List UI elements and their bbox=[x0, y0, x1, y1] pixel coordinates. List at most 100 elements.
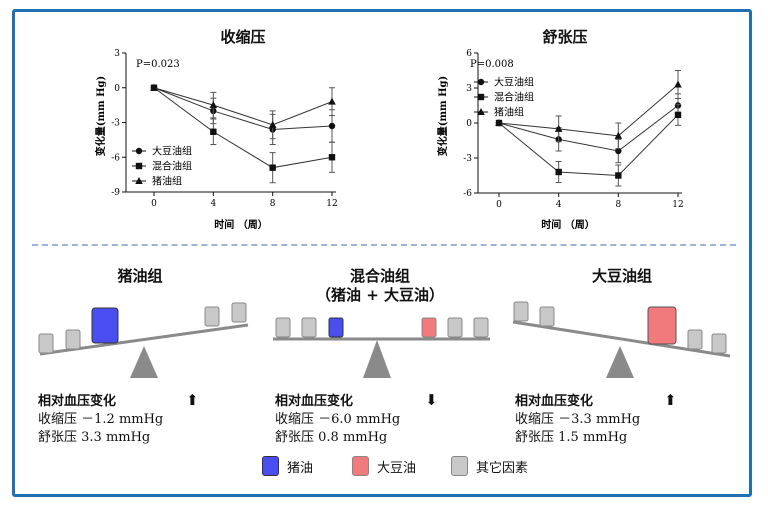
data-point-triangle bbox=[328, 97, 336, 105]
series-line bbox=[498, 114, 679, 177]
soy-oil-block bbox=[647, 306, 677, 345]
y-tick-label: -3 bbox=[463, 154, 472, 164]
systolic-change: 收缩压 －3.3 mmHg bbox=[515, 412, 641, 427]
data-point-square bbox=[135, 162, 143, 170]
lard-block bbox=[91, 307, 119, 344]
y-tick-label: -6 bbox=[463, 189, 472, 199]
series-line bbox=[153, 87, 333, 126]
soy-swatch bbox=[352, 456, 369, 476]
mixed-info: 相对血压变化 收缩压 －6.0 mmHg 舒张压 0.8 mmHg bbox=[275, 393, 400, 447]
systolic-chart-title: 收缩压 bbox=[220, 28, 266, 46]
systolic-x-axis-label: 时间 （周） bbox=[214, 218, 267, 231]
x-tick-label: 0 bbox=[151, 199, 157, 209]
data-point-square bbox=[674, 111, 682, 119]
info-heading: 相对血压变化 bbox=[515, 394, 594, 409]
legend-other-label: 其它因素 bbox=[476, 460, 529, 476]
systolic-y-axis-label: 变化量(mm Hg) bbox=[94, 76, 107, 157]
other-factor-block bbox=[711, 333, 727, 354]
legend-other: 其它因素 bbox=[451, 456, 528, 476]
other-factor-block bbox=[231, 302, 247, 323]
data-point-triangle bbox=[150, 83, 158, 91]
lard-block bbox=[328, 317, 344, 338]
x-tick-label: 12 bbox=[326, 199, 337, 209]
legend-label: 混合油组 bbox=[494, 91, 534, 104]
mixed-group-title: 混合油组 bbox=[349, 267, 410, 285]
legend-lard: 猪油 bbox=[262, 456, 313, 476]
legend-label: 猪油组 bbox=[152, 175, 182, 188]
section-divider bbox=[32, 244, 736, 246]
systolic-chart: 30-3-6-90 4 8 12 P=0.023 变化量(mm Hg) 时间 （周） … bbox=[94, 49, 338, 231]
data-point-circle bbox=[477, 78, 485, 86]
series-line bbox=[153, 87, 333, 130]
up-arrow-icon: ⬆ bbox=[186, 391, 199, 409]
figure-frame bbox=[12, 9, 752, 497]
other-factor-block bbox=[301, 317, 317, 338]
legend-label: 混合油组 bbox=[152, 160, 192, 173]
y-tick-label: 6 bbox=[466, 49, 472, 59]
seesaw-lard bbox=[38, 302, 249, 378]
x-tick-label: 0 bbox=[496, 200, 502, 210]
seesaw-mixed bbox=[273, 317, 490, 378]
lard-group-title: 猪油组 bbox=[117, 267, 163, 285]
lard-swatch bbox=[262, 456, 279, 476]
other-factor-block bbox=[513, 301, 529, 322]
diastolic-chart-title: 舒张压 bbox=[542, 28, 588, 46]
other-factor-block bbox=[275, 317, 291, 338]
legend-label: 大豆油组 bbox=[152, 145, 192, 158]
up-arrow-icon: ⬆ bbox=[664, 391, 677, 409]
beam bbox=[512, 320, 731, 358]
data-point-triangle bbox=[477, 108, 485, 115]
diastolic-y-axis-label: 变化量(mm Hg) bbox=[436, 76, 449, 157]
data-point-square bbox=[269, 164, 276, 171]
data-point-circle bbox=[615, 147, 622, 155]
lard-info: 相对血压变化 收缩压 －1.2 mmHg 舒张压 3.3 mmHg bbox=[38, 393, 163, 447]
data-point-triangle bbox=[554, 124, 563, 132]
fulcrum bbox=[606, 346, 634, 378]
data-point-triangle bbox=[674, 80, 682, 88]
other-factor-block bbox=[204, 306, 220, 327]
fulcrum bbox=[130, 346, 158, 378]
x-tick-label: 8 bbox=[615, 200, 621, 210]
soy-info: 相对血压变化 收缩压 －3.3 mmHg 舒张压 1.5 mmHg bbox=[515, 393, 640, 447]
other-factor-block bbox=[447, 317, 463, 338]
diastolic-x-axis-label: 时间 （周） bbox=[541, 218, 594, 231]
info-heading: 相对血压变化 bbox=[38, 394, 117, 409]
data-point-triangle bbox=[495, 119, 503, 126]
series-line bbox=[153, 87, 333, 169]
legend-soy: 大豆油 bbox=[352, 456, 416, 476]
info-heading: 相对血压变化 bbox=[275, 394, 354, 409]
y-tick-label: 0 bbox=[466, 119, 472, 129]
x-tick-label: 12 bbox=[672, 200, 683, 210]
down-arrow-icon: ⬇ bbox=[425, 391, 438, 409]
seesaw-soy bbox=[512, 301, 731, 378]
other-factor-block bbox=[473, 317, 489, 338]
y-tick-label: 3 bbox=[466, 84, 472, 94]
systolic-change: 收缩压 －1.2 mmHg bbox=[38, 412, 164, 427]
mixed-group-subtitle: （猪油 + 大豆油） bbox=[315, 286, 444, 304]
data-point-square bbox=[210, 128, 217, 135]
other-factor-block bbox=[687, 329, 703, 350]
diastolic-chart: 6 3 0 -3 -6 0 4 8 12 P=0.008 变化量(mm Hg) 时间 （周） 大… bbox=[436, 49, 684, 231]
y-tick-label: 0 bbox=[114, 84, 120, 94]
series-line bbox=[498, 105, 679, 152]
data-point-square bbox=[477, 93, 485, 101]
x-tick-label: 4 bbox=[556, 200, 562, 210]
y-tick-label: 3 bbox=[114, 49, 120, 59]
legend-label: 大豆油组 bbox=[494, 76, 534, 89]
other-swatch bbox=[451, 456, 468, 476]
data-point-circle bbox=[328, 122, 336, 130]
series-line bbox=[498, 84, 679, 137]
data-point-square bbox=[555, 168, 562, 176]
legend-lard-label: 猪油 bbox=[287, 460, 314, 476]
data-point-triangle bbox=[135, 177, 143, 184]
diastolic-change: 舒张压 1.5 mmHg bbox=[515, 430, 628, 445]
legend-soy-label: 大豆油 bbox=[377, 460, 417, 476]
x-tick-label: 8 bbox=[270, 199, 276, 209]
other-factor-block bbox=[38, 333, 54, 354]
data-point-square bbox=[615, 172, 622, 179]
soy-group-title: 大豆油组 bbox=[591, 267, 652, 285]
data-point-square bbox=[328, 154, 336, 161]
data-point-triangle bbox=[268, 120, 277, 128]
diastolic-p-value: P=0.008 bbox=[470, 59, 514, 70]
